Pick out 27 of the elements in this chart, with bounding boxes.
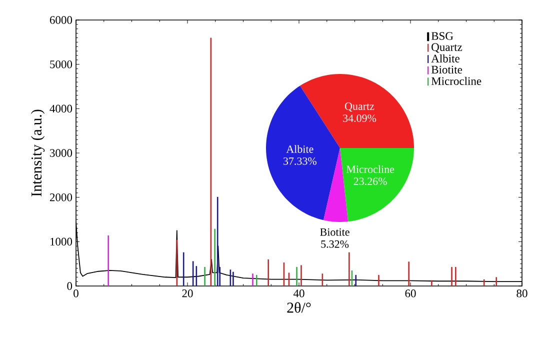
data-label: 23.26% bbox=[354, 178, 387, 186]
y-tick-label: 3000 bbox=[50, 149, 72, 157]
x-tick-label: 80 bbox=[516, 290, 528, 298]
data-label: 37.33% bbox=[283, 157, 316, 165]
y-tick-label: 1000 bbox=[50, 238, 72, 246]
y-tick-label: 6000 bbox=[50, 16, 72, 24]
y-tick-label: 2000 bbox=[50, 193, 72, 202]
slice-label: Quartz bbox=[345, 102, 374, 112]
y-axis-title: Intensity (a.u.) bbox=[30, 110, 45, 196]
x-tick-label: 20 bbox=[182, 290, 193, 298]
slice-label: Albite bbox=[286, 145, 314, 153]
slice-label: Microcline bbox=[346, 165, 394, 174]
data-label: 5.32% bbox=[321, 240, 349, 248]
legend-label: BSG bbox=[431, 32, 454, 40]
x-tick-label: 40 bbox=[293, 290, 304, 298]
legend-label: Biotite bbox=[431, 66, 462, 74]
x-tick-label: 0 bbox=[74, 290, 78, 298]
legend-label: Quartz bbox=[432, 43, 462, 53]
data-label: 34.09% bbox=[343, 114, 376, 122]
y-tick-label: 5000 bbox=[50, 60, 72, 68]
x-axis-title: 2θ/° bbox=[287, 302, 311, 313]
slice-label: Biotite bbox=[320, 228, 350, 236]
legend-label: Albite bbox=[431, 54, 460, 62]
legend-label: Microcline bbox=[431, 76, 482, 85]
y-tick-label: 0 bbox=[67, 282, 72, 290]
y-tick-label: 4000 bbox=[50, 104, 72, 113]
x-tick-label: 60 bbox=[405, 290, 416, 298]
